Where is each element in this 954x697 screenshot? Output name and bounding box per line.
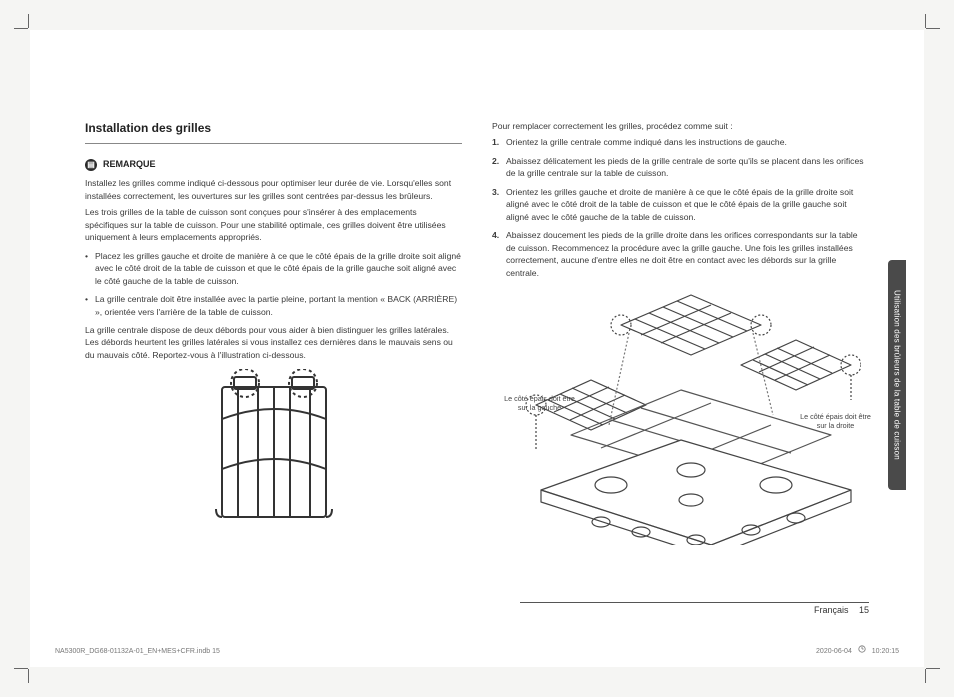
note-after: La grille centrale dispose de deux débor… xyxy=(85,324,462,361)
callout-left: Le côté épais doit êtresur la gauche xyxy=(495,395,585,412)
footer-language: Français xyxy=(814,605,849,615)
crop-mark xyxy=(925,669,926,683)
crop-mark xyxy=(14,28,28,29)
right-column: Pour remplacer correctement les grilles,… xyxy=(492,120,869,548)
footer-page-number: 15 xyxy=(859,605,869,615)
manual-page: Installation des grilles ▤ REMARQUE Inst… xyxy=(30,30,924,667)
step-item: Abaissez doucement les pieds de la grill… xyxy=(492,229,869,279)
footer-rule xyxy=(520,602,869,603)
note-header: ▤ REMARQUE xyxy=(85,158,462,171)
section-title: Installation des grilles xyxy=(85,120,462,144)
crop-mark xyxy=(14,668,28,669)
imprint-date: 2020-06-04 xyxy=(816,648,852,655)
bullet-item: La grille centrale doit être installée a… xyxy=(85,293,462,318)
imprint-datetime: 2020-06-04 10:20:15 xyxy=(816,645,899,655)
step-item: Orientez la grille centrale comme indiqu… xyxy=(492,136,869,148)
note-bullet-list: Placez les grilles gauche et droite de m… xyxy=(85,250,462,318)
note-icon: ▤ xyxy=(85,159,97,171)
crop-mark xyxy=(28,669,29,683)
crop-mark xyxy=(925,14,926,28)
steps-list: Orientez la grille centrale comme indiqu… xyxy=(492,136,869,279)
left-column: Installation des grilles ▤ REMARQUE Inst… xyxy=(85,120,462,548)
clock-icon xyxy=(858,648,868,655)
imprint-time: 10:20:15 xyxy=(872,648,899,655)
page-footer: Français 15 xyxy=(814,605,869,615)
crop-mark xyxy=(926,668,940,669)
bullet-item: Placez les grilles gauche et droite de m… xyxy=(85,250,462,287)
callout-right: Le côté épais doit êtresur la droite xyxy=(791,413,881,430)
step-item: Orientez les grilles gauche et droite de… xyxy=(492,186,869,223)
note-label: REMARQUE xyxy=(103,158,156,171)
imprint-filename: NA5300R_DG68-01132A-01_EN+MES+CFR.indb 1… xyxy=(55,648,220,655)
step-item: Abaissez délicatement les pieds de la gr… xyxy=(492,155,869,180)
crop-mark xyxy=(926,28,940,29)
section-tab: Utilisation des brûleurs de la table de … xyxy=(888,260,906,490)
two-column-content: Installation des grilles ▤ REMARQUE Inst… xyxy=(85,120,869,548)
steps-intro: Pour remplacer correctement les grilles,… xyxy=(492,120,869,132)
crop-mark xyxy=(28,14,29,28)
figure-center-grate xyxy=(204,369,344,532)
note-para2: Les trois grilles de la table de cuisson… xyxy=(85,206,462,243)
note-intro: Installez les grilles comme indiqué ci-d… xyxy=(85,177,462,202)
figure-exploded-cooktop: Le côté épais doit êtresur la gauche Le … xyxy=(501,285,861,548)
